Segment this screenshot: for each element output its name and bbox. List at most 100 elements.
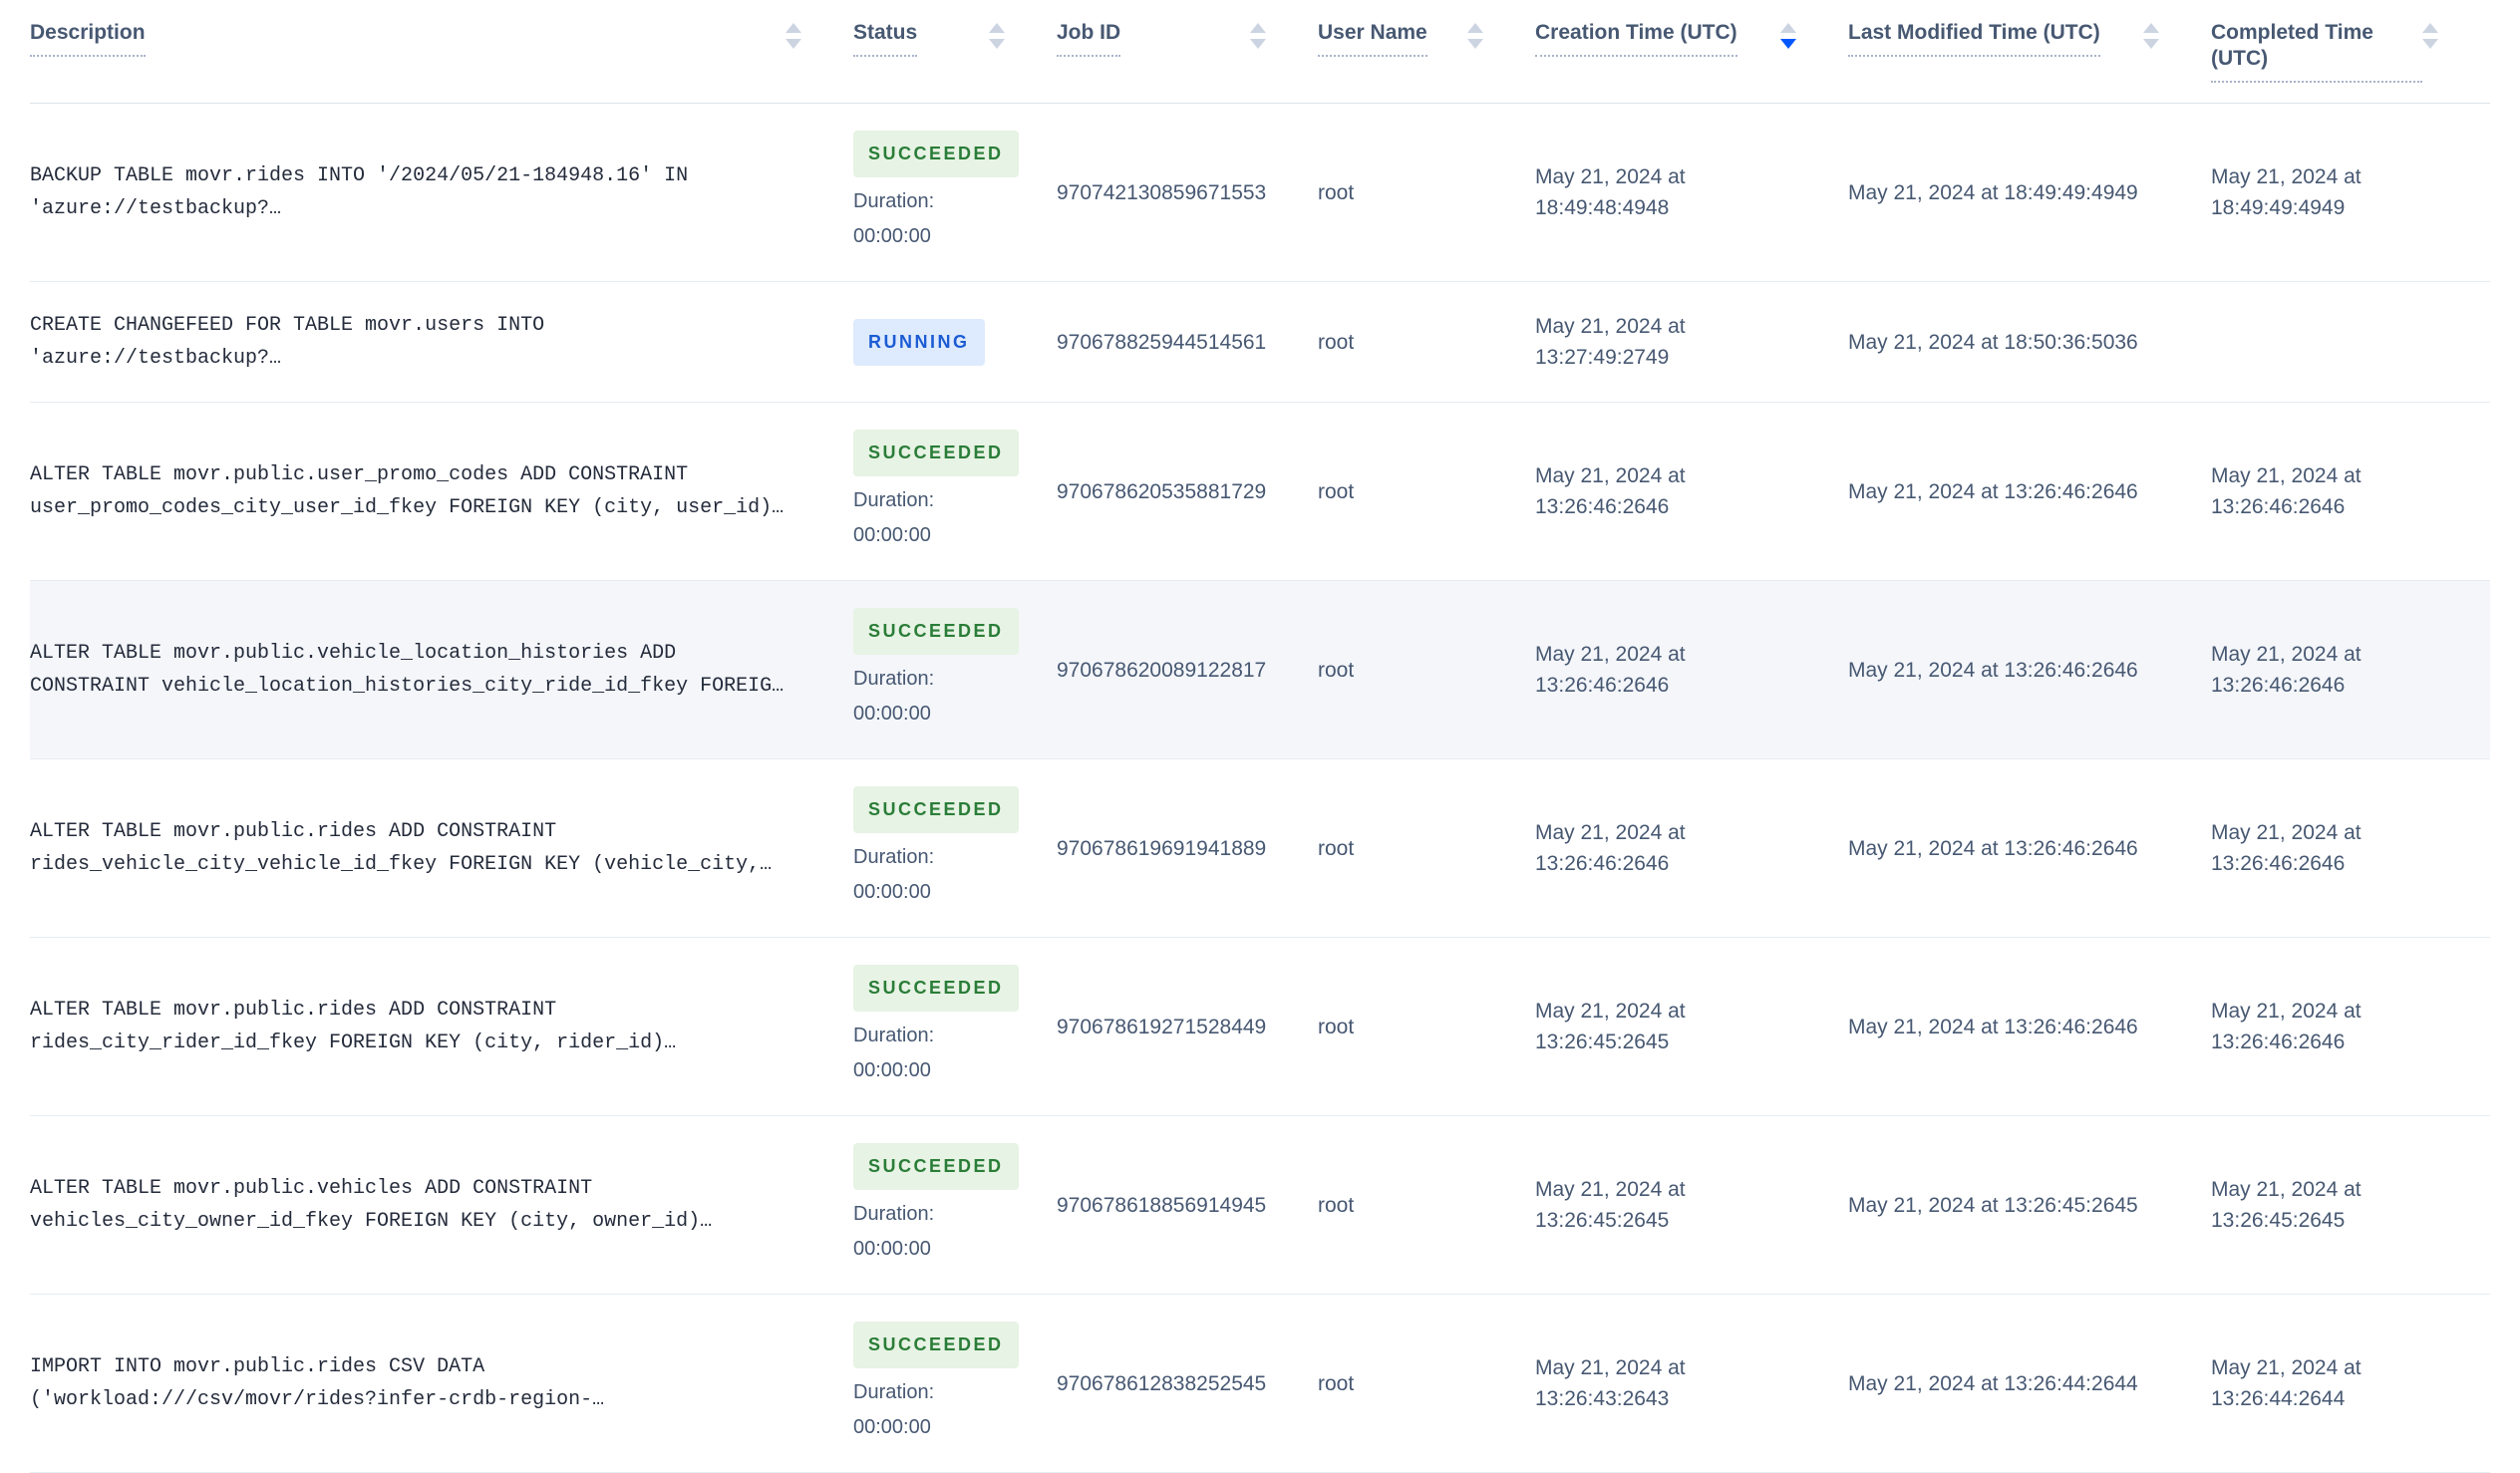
last-modified-time: May 21, 2024 at 13:26:46:2646 — [1848, 836, 2138, 860]
sort-up-arrow-icon[interactable] — [1467, 23, 1483, 33]
creation-time-cell: May 21, 2024 at 18:49:48:4948 — [1535, 161, 1848, 223]
job-duration: Duration: 00:00:00 — [853, 184, 1027, 254]
column-header-created[interactable]: Creation Time (UTC) — [1535, 20, 1848, 103]
sort-down-arrow-icon[interactable] — [1250, 39, 1266, 49]
sort-up-arrow-icon[interactable] — [2422, 23, 2438, 33]
completed-time: May 21, 2024 at 13:26:44:2644 — [2211, 1356, 2362, 1410]
sort-icon[interactable] — [989, 23, 1005, 49]
creation-time: May 21, 2024 at 13:26:45:2645 — [1535, 1178, 1686, 1232]
column-header-label[interactable]: Description — [30, 20, 146, 57]
job-row[interactable]: ALTER TABLE movr.public.rides ADD CONSTR… — [30, 759, 2490, 938]
job-row[interactable]: ALTER TABLE movr.public.vehicle_location… — [30, 581, 2490, 759]
creation-time-cell: May 21, 2024 at 13:26:45:2645 — [1535, 1174, 1848, 1236]
sort-down-arrow-icon[interactable] — [989, 39, 1005, 49]
job-description-cell: ALTER TABLE movr.public.rides ADD CONSTR… — [30, 815, 853, 881]
job-duration: Duration: 00:00:00 — [853, 1197, 1027, 1267]
column-header-label[interactable]: Completed Time (UTC) — [2211, 20, 2422, 83]
creation-time-cell: May 21, 2024 at 13:26:46:2646 — [1535, 460, 1848, 522]
sort-up-arrow-icon[interactable] — [2143, 23, 2159, 33]
job-id: 970678618856914945 — [1057, 1193, 1267, 1217]
job-status-cell: SUCCEEDED Duration: 00:00:00 — [853, 430, 1057, 553]
sort-down-arrow-icon[interactable] — [2422, 39, 2438, 49]
creation-time: May 21, 2024 at 18:49:48:4948 — [1535, 165, 1686, 219]
job-description-cell: CREATE CHANGEFEED FOR TABLE movr.users I… — [30, 309, 853, 375]
sort-up-arrow-icon[interactable] — [786, 23, 801, 33]
column-header-completed[interactable]: Completed Time (UTC) — [2211, 20, 2490, 103]
column-header-status[interactable]: Status — [853, 20, 1057, 103]
user-name: root — [1318, 330, 1355, 354]
last-modified-time: May 21, 2024 at 13:26:45:2645 — [1848, 1193, 2138, 1217]
job-description-cell: ALTER TABLE movr.public.rides ADD CONSTR… — [30, 994, 853, 1059]
column-header-modified[interactable]: Last Modified Time (UTC) — [1848, 20, 2211, 103]
sort-icon[interactable] — [1250, 23, 1266, 49]
job-id: 970678620089122817 — [1057, 658, 1267, 682]
sort-icon[interactable] — [1467, 23, 1483, 49]
last-modified-time-cell: May 21, 2024 at 13:26:46:2646 — [1848, 1012, 2211, 1042]
creation-time: May 21, 2024 at 13:27:49:2749 — [1535, 315, 1686, 369]
sort-up-arrow-icon[interactable] — [1250, 23, 1266, 33]
job-duration: Duration: 00:00:00 — [853, 483, 1027, 553]
user-name: root — [1318, 1015, 1355, 1038]
column-header-label[interactable]: User Name — [1318, 20, 1427, 57]
completed-time-cell: May 21, 2024 at 18:49:49:4949 — [2211, 161, 2490, 223]
job-description-link[interactable]: ALTER TABLE movr.public.user_promo_codes… — [30, 463, 785, 519]
job-description-link[interactable]: ALTER TABLE movr.public.vehicle_location… — [30, 642, 785, 698]
job-description-link[interactable]: ALTER TABLE movr.public.rides ADD CONSTR… — [30, 820, 773, 876]
last-modified-time-cell: May 21, 2024 at 13:26:46:2646 — [1848, 476, 2211, 507]
status-badge: SUCCEEDED — [853, 1322, 1019, 1368]
creation-time-cell: May 21, 2024 at 13:26:45:2645 — [1535, 996, 1848, 1057]
job-row[interactable]: ALTER TABLE movr.public.user_promo_codes… — [30, 403, 2490, 581]
job-duration: Duration: 00:00:00 — [853, 1375, 1027, 1445]
job-description-link[interactable]: ALTER TABLE movr.public.vehicles ADD CON… — [30, 1177, 713, 1233]
job-description-link[interactable]: CREATE CHANGEFEED FOR TABLE movr.users I… — [30, 314, 545, 370]
column-header-jobid[interactable]: Job ID — [1057, 20, 1318, 103]
column-header-description[interactable]: Description — [30, 20, 853, 103]
last-modified-time-cell: May 21, 2024 at 13:26:46:2646 — [1848, 833, 2211, 864]
creation-time-cell: May 21, 2024 at 13:27:49:2749 — [1535, 311, 1848, 373]
job-row[interactable]: ALTER TABLE movr.public.vehicles ADD CON… — [30, 1116, 2490, 1295]
job-description-link[interactable]: ALTER TABLE movr.public.rides ADD CONSTR… — [30, 999, 677, 1054]
column-header-user[interactable]: User Name — [1318, 20, 1535, 103]
job-duration: Duration: 00:00:00 — [853, 1019, 1027, 1088]
job-duration: Duration: 00:00:00 — [853, 662, 1027, 732]
creation-time: May 21, 2024 at 13:26:45:2645 — [1535, 1000, 1686, 1053]
sort-up-arrow-icon[interactable] — [1780, 23, 1796, 33]
job-row[interactable]: CREATE CHANGEFEED FOR TABLE movr.users I… — [30, 282, 2490, 403]
sort-icon[interactable] — [2143, 23, 2159, 49]
creation-time: May 21, 2024 at 13:26:46:2646 — [1535, 821, 1686, 875]
job-description-link[interactable]: IMPORT INTO movr.public.rides CSV DATA (… — [30, 1355, 605, 1411]
job-description-cell: BACKUP TABLE movr.rides INTO '/2024/05/2… — [30, 159, 853, 225]
last-modified-time-cell: May 21, 2024 at 13:26:46:2646 — [1848, 655, 2211, 686]
sort-icon[interactable] — [786, 23, 801, 49]
duration-label: Duration: — [853, 1025, 935, 1046]
job-id: 970678619271528449 — [1057, 1015, 1267, 1038]
last-modified-time-cell: May 21, 2024 at 13:26:45:2645 — [1848, 1190, 2211, 1221]
last-modified-time: May 21, 2024 at 13:26:46:2646 — [1848, 658, 2138, 682]
sort-down-arrow-icon[interactable] — [786, 39, 801, 49]
duration-label: Duration: — [853, 668, 935, 690]
column-header-label[interactable]: Status — [853, 20, 918, 57]
sort-up-arrow-icon[interactable] — [989, 23, 1005, 33]
job-row[interactable]: ALTER TABLE movr.public.rides ADD CONSTR… — [30, 938, 2490, 1116]
column-header-label[interactable]: Job ID — [1057, 20, 1121, 57]
duration-value: 00:00:00 — [853, 524, 931, 546]
sort-down-arrow-icon[interactable] — [1780, 39, 1796, 49]
last-modified-time: May 21, 2024 at 13:26:44:2644 — [1848, 1371, 2138, 1395]
job-description-link[interactable]: BACKUP TABLE movr.rides INTO '/2024/05/2… — [30, 164, 689, 220]
sort-icon[interactable] — [2422, 23, 2438, 49]
column-header-label[interactable]: Creation Time (UTC) — [1535, 20, 1737, 57]
job-duration: Duration: 00:00:00 — [853, 840, 1027, 910]
completed-time-cell: May 21, 2024 at 13:26:46:2646 — [2211, 460, 2490, 522]
sort-down-arrow-icon[interactable] — [1467, 39, 1483, 49]
job-status-cell: RUNNING — [853, 318, 1057, 366]
sort-down-arrow-icon[interactable] — [2143, 39, 2159, 49]
creation-time: May 21, 2024 at 13:26:46:2646 — [1535, 464, 1686, 518]
job-row[interactable]: IMPORT INTO movr.public.rides CSV DATA (… — [30, 1295, 2490, 1473]
status-badge: SUCCEEDED — [853, 1143, 1019, 1190]
status-badge: SUCCEEDED — [853, 786, 1019, 833]
sort-icon[interactable] — [1780, 23, 1796, 49]
duration-value: 00:00:00 — [853, 225, 931, 247]
completed-time: May 21, 2024 at 13:26:45:2645 — [2211, 1178, 2362, 1232]
column-header-label[interactable]: Last Modified Time (UTC) — [1848, 20, 2100, 57]
job-row[interactable]: BACKUP TABLE movr.rides INTO '/2024/05/2… — [30, 104, 2490, 282]
